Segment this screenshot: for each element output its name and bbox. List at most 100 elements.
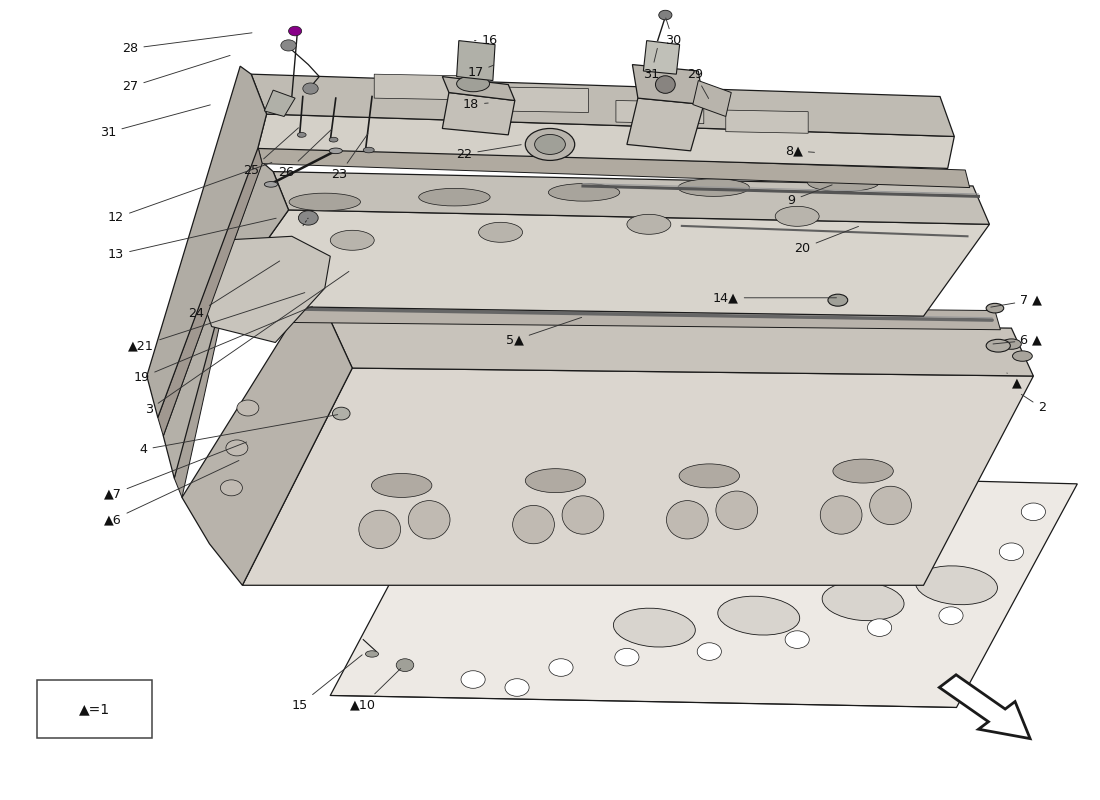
Circle shape [236, 400, 258, 416]
Polygon shape [627, 98, 704, 151]
Polygon shape [374, 74, 462, 100]
Ellipse shape [365, 650, 378, 657]
Circle shape [288, 26, 301, 36]
Circle shape [868, 619, 892, 636]
Text: 19: 19 [133, 306, 312, 384]
Circle shape [396, 658, 414, 671]
Polygon shape [174, 302, 220, 498]
Polygon shape [242, 368, 1033, 586]
Circle shape [332, 407, 350, 420]
Circle shape [697, 642, 722, 660]
Ellipse shape [264, 182, 277, 187]
Circle shape [549, 658, 573, 676]
Ellipse shape [821, 496, 862, 534]
Text: 4: 4 [140, 414, 338, 456]
Text: 30: 30 [664, 18, 681, 47]
Ellipse shape [297, 133, 306, 138]
Text: 13: 13 [108, 218, 276, 261]
Circle shape [298, 210, 318, 225]
Circle shape [280, 40, 296, 51]
Ellipse shape [627, 214, 671, 234]
Text: 27: 27 [122, 55, 230, 94]
Ellipse shape [526, 129, 574, 161]
Text: 18: 18 [463, 98, 488, 111]
Ellipse shape [656, 76, 675, 94]
Ellipse shape [526, 469, 585, 493]
Polygon shape [442, 93, 515, 135]
Ellipse shape [359, 510, 400, 549]
Text: 31: 31 [642, 48, 659, 81]
Text: 17: 17 [468, 65, 494, 79]
Polygon shape [330, 320, 1033, 376]
Ellipse shape [372, 474, 432, 498]
Polygon shape [146, 66, 266, 418]
Polygon shape [456, 41, 495, 81]
Text: 25: 25 [243, 128, 298, 177]
Ellipse shape [678, 178, 749, 196]
Polygon shape [251, 74, 955, 137]
Polygon shape [693, 81, 732, 117]
Text: ▲10: ▲10 [350, 669, 400, 711]
Circle shape [226, 440, 248, 456]
Ellipse shape [870, 486, 912, 525]
Ellipse shape [562, 496, 604, 534]
Text: 9: 9 [788, 185, 832, 207]
Polygon shape [257, 114, 955, 169]
Ellipse shape [329, 148, 342, 154]
Circle shape [302, 83, 318, 94]
FancyArrowPatch shape [295, 306, 992, 318]
Text: 8▲: 8▲ [785, 144, 814, 158]
Text: 14▲: 14▲ [713, 291, 836, 304]
FancyArrow shape [939, 674, 1030, 738]
Ellipse shape [833, 459, 893, 483]
Polygon shape [163, 162, 288, 478]
Circle shape [1021, 503, 1045, 521]
Ellipse shape [419, 188, 491, 206]
Ellipse shape [986, 339, 1010, 352]
Ellipse shape [716, 491, 758, 530]
Text: 23: 23 [331, 134, 367, 182]
Polygon shape [726, 110, 808, 134]
Ellipse shape [456, 76, 490, 92]
Text: 29: 29 [688, 68, 708, 98]
Polygon shape [632, 65, 704, 105]
Text: 22: 22 [456, 145, 521, 161]
Ellipse shape [549, 183, 619, 201]
Text: 3: 3 [145, 271, 349, 416]
Text: ▲=1: ▲=1 [79, 702, 110, 716]
Text: 2: 2 [1022, 394, 1046, 414]
Polygon shape [264, 90, 295, 117]
Ellipse shape [915, 566, 998, 605]
Circle shape [999, 543, 1023, 561]
Polygon shape [273, 171, 989, 224]
Text: 31: 31 [100, 105, 210, 139]
Ellipse shape [330, 230, 374, 250]
Ellipse shape [807, 174, 879, 191]
Polygon shape [442, 77, 515, 101]
Circle shape [461, 670, 485, 688]
Polygon shape [157, 146, 262, 436]
Text: ▲7: ▲7 [103, 442, 246, 501]
Ellipse shape [822, 582, 904, 621]
Text: 7 ▲: 7 ▲ [991, 294, 1042, 307]
Polygon shape [192, 236, 330, 342]
Circle shape [505, 678, 529, 696]
Text: 16: 16 [474, 34, 497, 47]
Polygon shape [644, 41, 680, 74]
Polygon shape [220, 210, 989, 316]
Ellipse shape [776, 206, 820, 226]
Polygon shape [257, 146, 970, 187]
Polygon shape [182, 312, 352, 586]
Circle shape [939, 607, 964, 625]
Ellipse shape [408, 501, 450, 539]
Ellipse shape [329, 138, 338, 142]
Ellipse shape [1001, 339, 1021, 350]
Ellipse shape [289, 193, 361, 210]
Ellipse shape [478, 222, 522, 242]
Polygon shape [214, 302, 1000, 330]
Text: 15: 15 [292, 655, 362, 711]
Text: ▲6: ▲6 [103, 461, 239, 526]
Polygon shape [330, 468, 1077, 707]
Text: 6 ▲: 6 ▲ [993, 334, 1042, 346]
Text: 26: 26 [278, 130, 331, 179]
